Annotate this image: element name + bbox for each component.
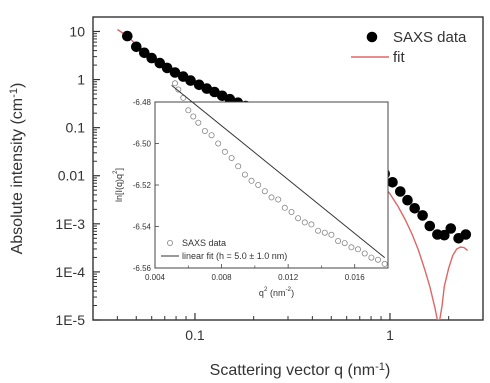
- y-axis-title: Absolute intensity (cm-1): [8, 83, 26, 255]
- legend-saxs-marker: [366, 31, 378, 43]
- saxs-data-point: [139, 47, 150, 59]
- inset-data-point: [301, 219, 308, 226]
- saxs-data-point: [122, 30, 133, 42]
- saxs-data-point: [169, 67, 181, 78]
- y-tick-label: 1E-5: [55, 312, 85, 328]
- inset-data-point: [361, 250, 368, 257]
- inset-data-point: [288, 208, 295, 215]
- saxs-data-point: [439, 229, 450, 241]
- inset-data-point: [348, 244, 355, 251]
- saxs-data-point: [146, 52, 157, 64]
- inset-data-point: [195, 119, 202, 126]
- inset-plot: -6.48 -6.50 -6.52 -6.54 -6.560.004 0.008 0.012…: [112, 80, 389, 298]
- saxs-data-point: [185, 75, 196, 86]
- inset-data-point: [185, 107, 192, 114]
- y-tick-label: 0.01: [58, 168, 85, 184]
- inset-data-point: [368, 254, 375, 261]
- inset-data-point: [335, 237, 342, 244]
- inset-legend-fit-label: linear fit (h = 5.0 ± 1.0 nm): [182, 251, 287, 261]
- inset-data-point: [374, 256, 381, 263]
- saxs-data-point: [131, 41, 142, 53]
- saxs-data-point: [460, 229, 472, 240]
- saxs-data-point: [161, 62, 173, 74]
- saxs-data-point: [402, 194, 413, 206]
- x-axis-title: Scattering vector q (nm-1): [210, 361, 391, 379]
- inset-data-point: [255, 181, 262, 188]
- inset-data-point: [208, 132, 215, 139]
- inset-x-tick-label: 0.016: [345, 273, 366, 282]
- inset-y-tick-label: -6.52: [133, 181, 152, 190]
- inset-data-point: [341, 240, 348, 247]
- inset-data-point: [241, 171, 248, 178]
- inset-data-point: [308, 221, 315, 228]
- saxs-data-point: [409, 203, 421, 214]
- inset-data-point: [261, 188, 268, 195]
- inset-y-axis-title: ln[I(q)q2]: [112, 168, 124, 202]
- y-tick-label: 1E-4: [55, 264, 85, 280]
- x-tick-label: 0.1: [185, 327, 205, 343]
- inset-data-point: [248, 177, 255, 184]
- inset-data-point: [201, 127, 208, 134]
- inset-data-point: [354, 246, 361, 253]
- inset-data-point: [381, 260, 388, 267]
- inset-data-point: [171, 80, 178, 87]
- inset-x-tick-label: 0.004: [145, 273, 166, 282]
- inset-data-point: [235, 163, 242, 170]
- inset-frame: [154, 101, 389, 269]
- inset-x-tick-label: 0.008: [212, 273, 233, 282]
- inset-data-point: [215, 140, 222, 147]
- legend-fit-label: fit: [393, 49, 406, 66]
- inset-x-tick-label: 0.012: [278, 273, 299, 282]
- y-tick-label: 1: [77, 72, 85, 88]
- inset-data-point: [228, 154, 235, 161]
- inset-data-point: [275, 196, 282, 203]
- y-tick-label: 0.1: [66, 120, 86, 136]
- y-tick-label: 10: [69, 23, 85, 39]
- saxs-data-point: [387, 177, 398, 188]
- inset-y-tick-label: -6.50: [133, 140, 152, 149]
- saxs-data-point: [395, 186, 406, 197]
- inset-y-tick-label: -6.56: [133, 264, 152, 273]
- inset-data-point: [190, 113, 197, 120]
- saxs-data-point: [417, 210, 428, 221]
- inset-legend-marker: [166, 239, 173, 246]
- inset-data-point: [281, 204, 288, 211]
- inset-x-axis-title: q2 (nm-2): [259, 286, 294, 298]
- inset-data-point: [268, 194, 275, 201]
- x-tick-label: 1: [386, 327, 394, 343]
- inset-data-point: [221, 148, 228, 155]
- inset-data-point: [321, 229, 328, 236]
- saxs-data-point: [445, 223, 457, 234]
- inset-y-tick-label: -6.48: [133, 98, 152, 107]
- inset-data-point: [328, 231, 335, 238]
- saxs-data-point: [424, 220, 436, 232]
- inset-data-point: [175, 86, 182, 93]
- inset-legend-saxs-label: SAXS data: [182, 238, 226, 248]
- y-tick-label: 1E-3: [55, 216, 85, 232]
- inset-data-point: [315, 227, 322, 234]
- inset-y-tick-label: -6.54: [133, 223, 152, 232]
- inset-fit-line: [171, 85, 385, 259]
- inset-data-point: [295, 215, 302, 222]
- legend-saxs-label: SAXS data: [393, 29, 467, 46]
